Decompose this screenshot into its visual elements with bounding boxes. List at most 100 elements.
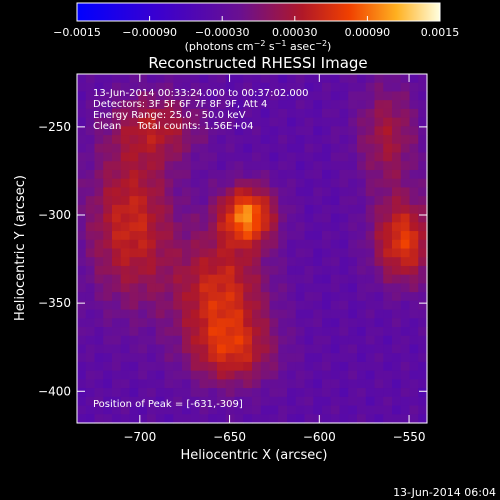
heatmap-cell — [94, 169, 104, 180]
heatmap-cell — [85, 91, 96, 101]
heatmap-cell — [269, 283, 279, 293]
heatmap-cell — [77, 335, 87, 346]
heatmap-cell — [147, 117, 157, 127]
heatmap-cell — [199, 370, 209, 380]
heatmap-cell — [339, 100, 349, 110]
heatmap-cell — [269, 370, 279, 380]
heatmap-cell — [217, 379, 227, 389]
heatmap-cell — [77, 231, 87, 241]
heatmap-cell — [304, 74, 314, 84]
heatmap-cell — [243, 213, 253, 223]
heatmap-cell — [138, 370, 148, 380]
heatmap-cell — [409, 74, 419, 84]
heatmap-cell — [208, 169, 218, 180]
heatmap-cell — [252, 370, 262, 380]
heatmap-cell — [103, 335, 113, 346]
heatmap-cell — [182, 169, 192, 180]
heatmap-cell — [243, 135, 253, 145]
heatmap-cell — [164, 353, 174, 363]
heatmap-cell — [304, 204, 314, 215]
heatmap-cell — [208, 74, 218, 84]
heatmap-cell — [190, 292, 201, 302]
heatmap-cell — [357, 91, 367, 101]
heatmap-cell — [217, 248, 227, 258]
heatmap-cell — [94, 143, 104, 154]
heatmap-cell — [155, 265, 166, 276]
heatmap-cell — [147, 161, 157, 171]
heatmap-cell — [392, 353, 402, 363]
heatmap-cell — [217, 91, 227, 101]
heatmap-cell — [357, 178, 367, 189]
heatmap-cell — [94, 405, 104, 415]
heatmap-cell — [234, 370, 244, 380]
heatmap-cell — [339, 414, 349, 424]
heatmap-cell — [120, 143, 131, 154]
heatmap-cell — [392, 396, 402, 407]
heatmap-cell — [77, 108, 87, 119]
heatmap-cell — [155, 187, 166, 197]
heatmap-cell — [208, 274, 218, 284]
heatmap-cell — [252, 414, 262, 424]
heatmap-cell — [85, 231, 96, 241]
heatmap-cell — [129, 344, 139, 354]
heatmap-cell — [103, 396, 113, 407]
heatmap-cell — [173, 353, 183, 363]
heatmap-cell — [409, 152, 419, 162]
heatmap-cell — [409, 388, 419, 398]
heatmap-cell — [348, 169, 358, 180]
heatmap-cell — [243, 169, 253, 180]
heatmap-cell — [155, 161, 166, 171]
heatmap-cell — [103, 135, 113, 145]
heatmap-cell — [400, 309, 411, 319]
heatmap-cell — [322, 292, 332, 302]
heatmap-cell — [120, 161, 131, 171]
heatmap-cell — [252, 100, 262, 110]
heatmap-cell — [147, 370, 157, 380]
heatmap-cell — [85, 82, 96, 93]
heatmap-cell — [330, 388, 341, 398]
heatmap-cell — [252, 126, 262, 136]
heatmap-cell — [374, 379, 384, 389]
heatmap-cell — [348, 248, 358, 258]
heatmap-cell — [392, 117, 402, 127]
heatmap-cell — [287, 91, 297, 101]
x-tick-label: −550 — [393, 430, 426, 444]
heatmap-cell — [173, 388, 183, 398]
heatmap-cell — [164, 187, 174, 197]
heatmap-cell — [409, 82, 419, 93]
heatmap-cell — [339, 292, 349, 302]
heatmap-cell — [225, 379, 236, 389]
heatmap-cell — [147, 196, 157, 206]
heatmap-cell — [322, 108, 332, 119]
heatmap-cell — [313, 196, 323, 206]
heatmap-cell — [103, 327, 113, 337]
heatmap-cell — [120, 379, 131, 389]
heatmap-cell — [173, 74, 183, 84]
heatmap-cell — [339, 126, 349, 136]
heatmap-cell — [357, 117, 367, 127]
heatmap-cell — [234, 414, 244, 424]
heatmap-cell — [269, 213, 279, 223]
heatmap-cell — [322, 353, 332, 363]
heatmap-cell — [383, 117, 393, 127]
heatmap-cell — [85, 187, 96, 197]
heatmap-cell — [295, 204, 306, 215]
heatmap-cell — [217, 135, 227, 145]
heatmap-cell — [304, 231, 314, 241]
heatmap-cell — [304, 335, 314, 346]
heatmap-cell — [173, 370, 183, 380]
heatmap-cell — [409, 204, 419, 215]
heatmap-cell — [339, 204, 349, 215]
heatmap-cell — [217, 213, 227, 223]
heatmap-cell — [155, 396, 166, 407]
heatmap-cell — [287, 239, 297, 250]
heatmap-cell — [365, 248, 376, 258]
heatmap-cell — [287, 108, 297, 119]
heatmap-cell — [330, 108, 341, 119]
heatmap-cell — [304, 274, 314, 284]
heatmap-cell — [208, 300, 218, 311]
heatmap-cell — [357, 361, 367, 372]
heatmap-cell — [400, 239, 411, 250]
heatmap-cell — [94, 117, 104, 127]
